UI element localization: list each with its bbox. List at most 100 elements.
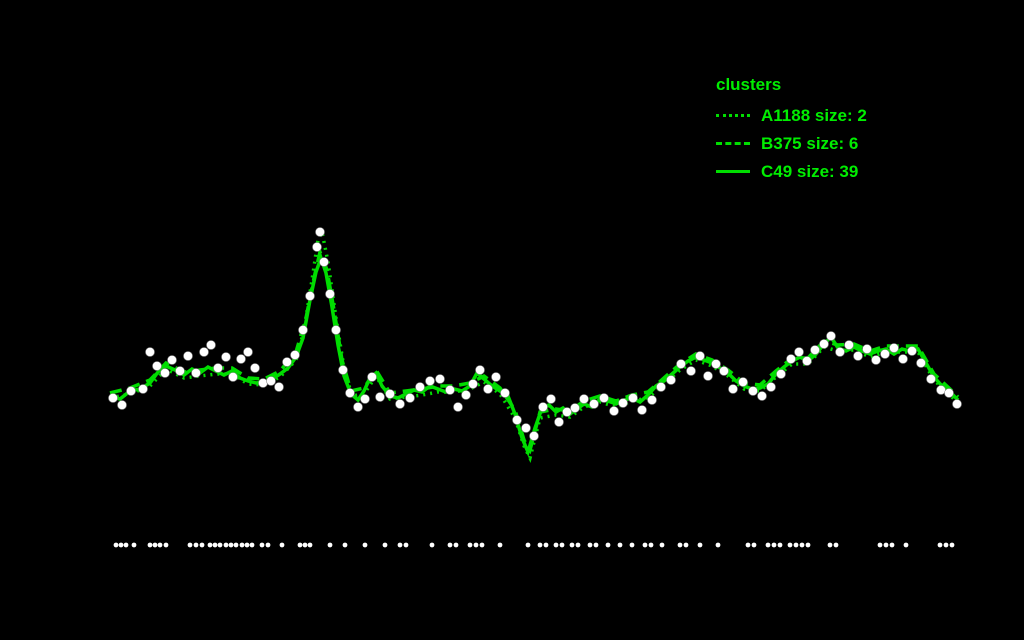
data-point — [719, 366, 729, 376]
series-b375 — [109, 246, 960, 455]
data-point — [375, 392, 385, 402]
data-point — [305, 291, 315, 301]
data-point — [175, 366, 185, 376]
rug-point — [771, 542, 777, 548]
data-point — [250, 363, 260, 373]
data-point — [453, 402, 463, 412]
rug-point — [163, 542, 169, 548]
data-point — [618, 398, 628, 408]
data-point — [213, 363, 223, 373]
data-point — [512, 415, 522, 425]
data-point — [748, 386, 758, 396]
data-point — [152, 361, 162, 371]
rug-point — [223, 542, 229, 548]
data-point — [628, 393, 638, 403]
rug-point — [787, 542, 793, 548]
rug-point — [397, 542, 403, 548]
legend-item-a1188: A1188 size: 2 — [716, 101, 867, 129]
rug-point — [479, 542, 485, 548]
rug-point — [217, 542, 223, 548]
rug-point — [629, 542, 635, 548]
data-point — [199, 347, 209, 357]
rug-point — [265, 542, 271, 548]
rug-point — [302, 542, 308, 548]
data-point — [738, 377, 748, 387]
series-c49 — [109, 252, 960, 458]
rug-point — [559, 542, 565, 548]
legend: clusters A1188 size: 2 B375 size: 6 C49 … — [716, 76, 867, 185]
data-point — [766, 382, 776, 392]
rug-point — [342, 542, 348, 548]
rug-point — [833, 542, 839, 548]
legend-item-c49: C49 size: 39 — [716, 157, 867, 185]
data-point — [415, 382, 425, 392]
rug-point — [239, 542, 245, 548]
data-point — [367, 372, 377, 382]
rug-point — [943, 542, 949, 548]
data-point — [936, 385, 946, 395]
data-point — [228, 372, 238, 382]
data-point — [844, 340, 854, 350]
data-point — [167, 355, 177, 365]
data-point — [360, 394, 370, 404]
rug-point — [279, 542, 285, 548]
data-point — [562, 407, 572, 417]
data-point — [282, 357, 292, 367]
rug-point — [827, 542, 833, 548]
data-point — [570, 403, 580, 413]
data-point — [258, 378, 268, 388]
data-point — [191, 368, 201, 378]
rug-point — [677, 542, 683, 548]
rug-point — [327, 542, 333, 548]
data-point — [794, 347, 804, 357]
data-point — [656, 382, 666, 392]
data-point — [907, 346, 917, 356]
rug-point — [131, 542, 137, 548]
dashed-line-sample — [716, 141, 750, 145]
data-point — [862, 344, 872, 354]
data-point — [944, 388, 954, 398]
data-point — [554, 417, 564, 427]
data-point — [810, 345, 820, 355]
rug-point — [877, 542, 883, 548]
rug-point — [683, 542, 689, 548]
data-point — [609, 406, 619, 416]
data-point — [206, 340, 216, 350]
rug-point — [889, 542, 895, 548]
dotted-line-sample — [716, 113, 750, 117]
data-point — [579, 394, 589, 404]
rug-point — [937, 542, 943, 548]
legend-item-label: A1188 size: 2 — [761, 105, 867, 125]
rug-point — [745, 542, 751, 548]
data-point — [298, 325, 308, 335]
rug-point — [249, 542, 255, 548]
rug-point — [259, 542, 265, 548]
data-point — [117, 400, 127, 410]
data-point — [521, 423, 531, 433]
rug-point — [467, 542, 473, 548]
data-point — [138, 384, 148, 394]
data-point — [395, 399, 405, 409]
scatter-points — [108, 227, 962, 441]
data-point — [183, 351, 193, 361]
rug-point — [617, 542, 623, 548]
rug-point — [497, 542, 503, 548]
data-point — [385, 389, 395, 399]
data-point — [711, 359, 721, 369]
rug-point — [648, 542, 654, 548]
data-point — [160, 368, 170, 378]
data-point — [475, 365, 485, 375]
data-point — [325, 289, 335, 299]
data-point — [776, 369, 786, 379]
rug-point — [403, 542, 409, 548]
data-point — [312, 242, 322, 252]
rug-point — [307, 542, 313, 548]
data-point — [529, 431, 539, 441]
data-point — [405, 393, 415, 403]
data-point — [916, 358, 926, 368]
rug-point — [233, 542, 239, 548]
rug-point — [113, 542, 119, 548]
rug-point — [297, 542, 303, 548]
